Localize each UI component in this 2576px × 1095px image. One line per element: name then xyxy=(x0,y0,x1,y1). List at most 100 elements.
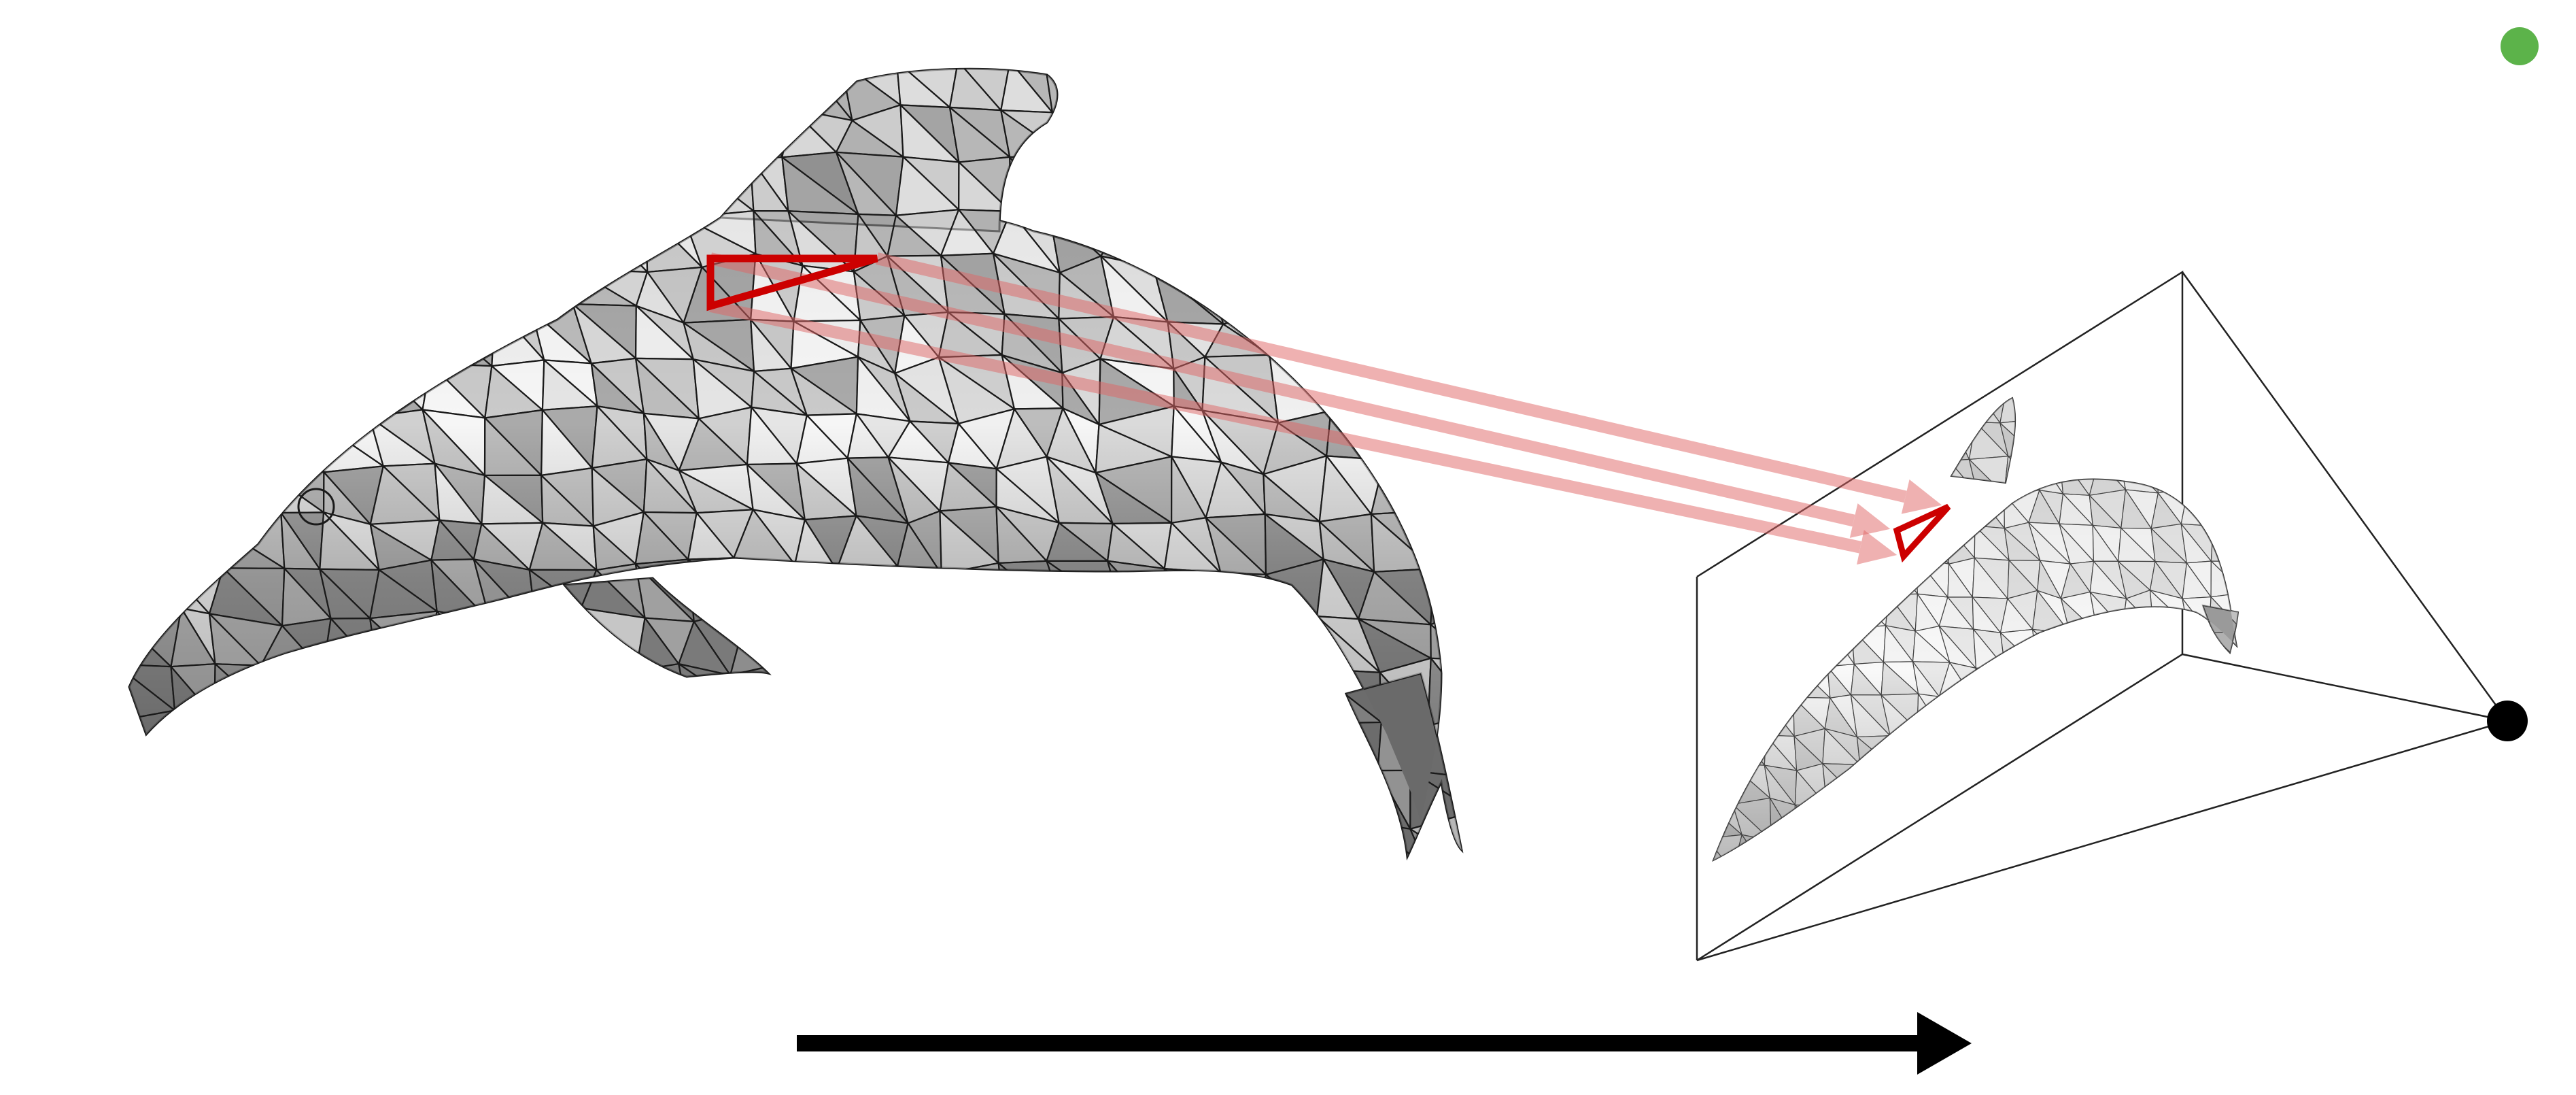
projected-mesh-face xyxy=(1940,728,1973,767)
mesh-face xyxy=(1422,462,1462,522)
mesh-face xyxy=(1057,724,1122,773)
projected-mesh-face xyxy=(1793,625,1829,667)
mesh-face xyxy=(534,607,601,673)
mesh-face xyxy=(850,660,914,720)
mesh-face xyxy=(572,106,651,173)
projected-mesh-face xyxy=(1823,556,1856,599)
mesh-face xyxy=(207,456,282,513)
mesh-face xyxy=(1056,711,1122,765)
projected-mesh-face xyxy=(2210,697,2238,736)
mesh-face xyxy=(1119,611,1175,675)
mesh-face xyxy=(940,572,1006,620)
mesh-face xyxy=(161,158,230,220)
mesh-face xyxy=(129,256,173,325)
projected-mesh-face xyxy=(2061,632,2101,662)
mesh-face xyxy=(1106,671,1152,723)
mesh-face xyxy=(1273,707,1331,767)
mesh-face xyxy=(220,260,281,318)
mesh-face xyxy=(311,369,371,419)
mesh-face xyxy=(470,724,542,778)
mesh-face xyxy=(781,821,840,858)
mesh-face xyxy=(161,561,212,616)
mesh-face xyxy=(372,822,444,858)
mesh-face xyxy=(1328,721,1382,773)
projected-mesh-face xyxy=(1768,398,1791,423)
mesh-face xyxy=(129,571,184,615)
mesh-face xyxy=(156,320,214,372)
projected-mesh-face xyxy=(2207,728,2238,773)
mesh-face xyxy=(1210,708,1276,774)
mesh-face xyxy=(1205,261,1281,316)
projected-mesh-face xyxy=(2207,837,2238,860)
projected-mesh-face xyxy=(2039,798,2067,835)
mesh-face xyxy=(1158,767,1222,818)
process-arrow xyxy=(797,1012,1972,1075)
mesh-face xyxy=(994,820,1069,858)
projected-mesh-face xyxy=(1939,832,1978,860)
projected-mesh-face xyxy=(2148,730,2186,771)
projection-rays xyxy=(708,252,1942,565)
mesh-face xyxy=(1424,105,1462,167)
mesh-face xyxy=(687,101,755,160)
mesh-face xyxy=(912,718,946,779)
projected-mesh-face xyxy=(2210,524,2238,562)
ray-line xyxy=(875,252,1907,503)
mesh-face xyxy=(211,357,277,421)
projected-mesh-face xyxy=(1856,796,1883,841)
mesh-face xyxy=(425,106,495,157)
mesh-face xyxy=(212,715,281,771)
mesh-face xyxy=(1104,161,1167,223)
mesh-face xyxy=(226,168,279,218)
projected-mesh-face xyxy=(2089,801,2121,839)
mesh-face xyxy=(1361,107,1426,173)
mesh-face xyxy=(1268,111,1320,173)
mesh-face xyxy=(129,771,181,824)
mesh-face xyxy=(371,817,443,858)
mesh-face xyxy=(523,713,579,778)
mesh-face xyxy=(538,106,578,174)
ray-arrowhead xyxy=(1901,479,1942,514)
projected-mesh-face xyxy=(2096,627,2130,667)
mesh-face xyxy=(372,771,420,825)
projected-mesh-face xyxy=(2148,728,2188,769)
projected-mesh-face xyxy=(1713,699,1739,732)
mesh-face xyxy=(1001,607,1068,677)
mesh-face xyxy=(529,775,585,818)
mesh-face xyxy=(417,818,472,858)
mesh-face xyxy=(957,662,1009,711)
projected-mesh-face xyxy=(2030,800,2060,835)
mesh-face xyxy=(258,762,315,827)
mesh-face xyxy=(792,563,858,622)
projected-mesh-face xyxy=(1762,694,1796,737)
mesh-face xyxy=(1257,611,1314,670)
mesh-face xyxy=(1432,69,1462,116)
mesh-face xyxy=(420,763,489,818)
mesh-face xyxy=(156,305,222,361)
mesh-face xyxy=(366,69,430,109)
projected-mesh-face xyxy=(1970,693,2001,735)
projected-mesh-face xyxy=(2206,837,2238,860)
mesh-face xyxy=(1360,165,1426,208)
mesh-face xyxy=(793,562,859,628)
mesh-face xyxy=(129,459,176,524)
projected-mesh-face xyxy=(2005,762,2041,802)
ray-arrowhead xyxy=(1849,503,1891,538)
projected-mesh-face xyxy=(2123,693,2150,734)
mesh-face xyxy=(1205,205,1282,264)
projected-mesh-face xyxy=(2152,658,2188,697)
projected-mesh-face xyxy=(2148,800,2182,835)
projected-mesh-face xyxy=(1740,834,1772,860)
mesh-face xyxy=(365,152,421,222)
mesh-face xyxy=(1409,256,1462,320)
mesh-face xyxy=(129,709,176,761)
projected-mesh-face xyxy=(1918,398,1951,418)
projected-mesh-face xyxy=(2155,456,2189,494)
mesh-face xyxy=(1219,771,1273,815)
mesh-face xyxy=(749,100,784,159)
mesh-face xyxy=(573,169,650,213)
mesh-face xyxy=(1305,69,1384,112)
mesh-face xyxy=(896,777,949,825)
mesh-face xyxy=(1041,673,1122,714)
projected-mesh-face xyxy=(2186,664,2220,699)
mesh-face xyxy=(323,201,374,266)
